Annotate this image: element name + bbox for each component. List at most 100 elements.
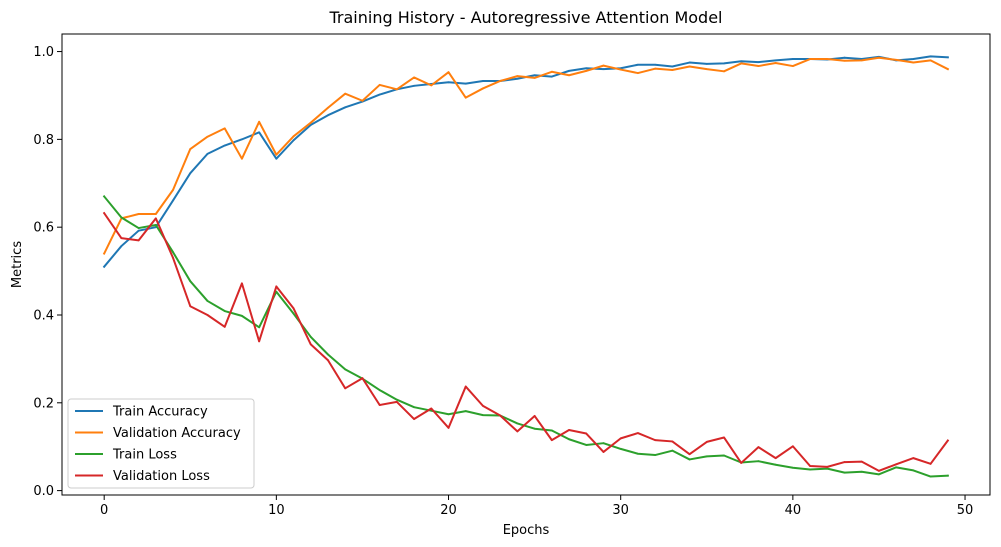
data-point [120,245,123,247]
data-point [344,387,347,390]
data-point [550,75,553,78]
y-tick-label: 0.4 [33,308,54,323]
data-point [602,64,605,67]
data-point [895,463,898,466]
data-point [740,462,743,464]
data-point [430,84,433,87]
data-point [154,217,157,220]
data-point [137,227,140,229]
data-point [533,74,536,77]
data-point [344,368,347,371]
data-point [223,310,226,312]
data-point [206,152,209,155]
data-point [860,470,863,473]
y-axis-ticks: 0.0 0.2 0.4 0.6 0.8 1.0 [33,45,62,499]
data-point [688,61,691,64]
data-point [172,257,174,259]
data-point [568,429,570,431]
data-point [206,314,209,316]
data-point [585,67,588,70]
data-point [791,58,794,60]
data-point [447,71,450,74]
data-point [568,438,570,441]
data-point [878,56,880,59]
data-point [602,442,605,445]
data-point [912,469,915,472]
data-point [843,461,846,463]
data-point [723,62,725,65]
data-point [912,457,915,460]
data-point [843,59,846,62]
data-point [395,88,398,91]
data-point [292,307,295,310]
x-axis-label: Epochs [503,523,550,538]
y-tick-label: 1.0 [33,45,54,60]
data-point [774,463,777,466]
data-point [189,172,192,175]
data-point [878,469,880,472]
data-point [826,466,829,468]
data-point [568,69,570,72]
data-point [137,229,140,232]
series-3 [102,211,950,472]
data-point [361,99,364,102]
data-point [585,69,588,72]
data-point [464,96,467,99]
data-point [688,453,691,456]
data-point [619,437,622,440]
data-point [757,460,760,463]
data-point [189,148,192,150]
legend-item-3: Validation Loss [75,469,210,484]
y-tick-label: 0.0 [33,484,54,499]
data-point [309,343,312,346]
data-point [482,404,484,407]
data-point [550,439,553,442]
data-point [516,422,519,425]
series-2 [102,195,949,478]
data-point [258,326,261,329]
x-tick-label: 30 [612,503,629,518]
data-point [809,58,811,60]
data-point [550,70,553,73]
data-point [137,213,140,215]
data-point [946,439,949,442]
data-point [172,199,174,202]
data-point [275,290,278,293]
data-point [223,127,226,130]
data-point [757,61,760,63]
legend-label: Train Loss [112,448,177,463]
data-point [516,77,519,80]
legend-label: Train Accuracy [112,405,208,420]
data-point [826,467,829,470]
x-tick-label: 20 [440,503,457,518]
data-point [533,427,536,430]
data-point [327,106,329,109]
data-point [292,135,295,138]
data-point [241,138,243,141]
series-layer [102,55,950,478]
data-point [654,67,657,70]
data-point [533,415,536,417]
data-point [378,389,381,391]
data-point [292,139,295,142]
data-point [120,216,123,219]
data-point [637,452,639,455]
data-point [671,440,674,443]
data-point [688,458,691,461]
data-point [654,454,657,456]
data-point [378,93,381,96]
data-point [378,84,381,86]
data-point [447,426,450,429]
legend-item-1: Validation Accuracy [75,426,241,441]
legend: Train Accuracy Validation Accuracy Train L… [67,398,255,489]
data-point [103,195,106,198]
data-point [740,62,743,65]
data-point [344,92,347,95]
data-point [413,418,415,420]
data-point [929,59,932,62]
data-point [895,59,898,61]
data-point [791,466,794,469]
data-point [929,475,932,478]
data-point [309,121,312,124]
